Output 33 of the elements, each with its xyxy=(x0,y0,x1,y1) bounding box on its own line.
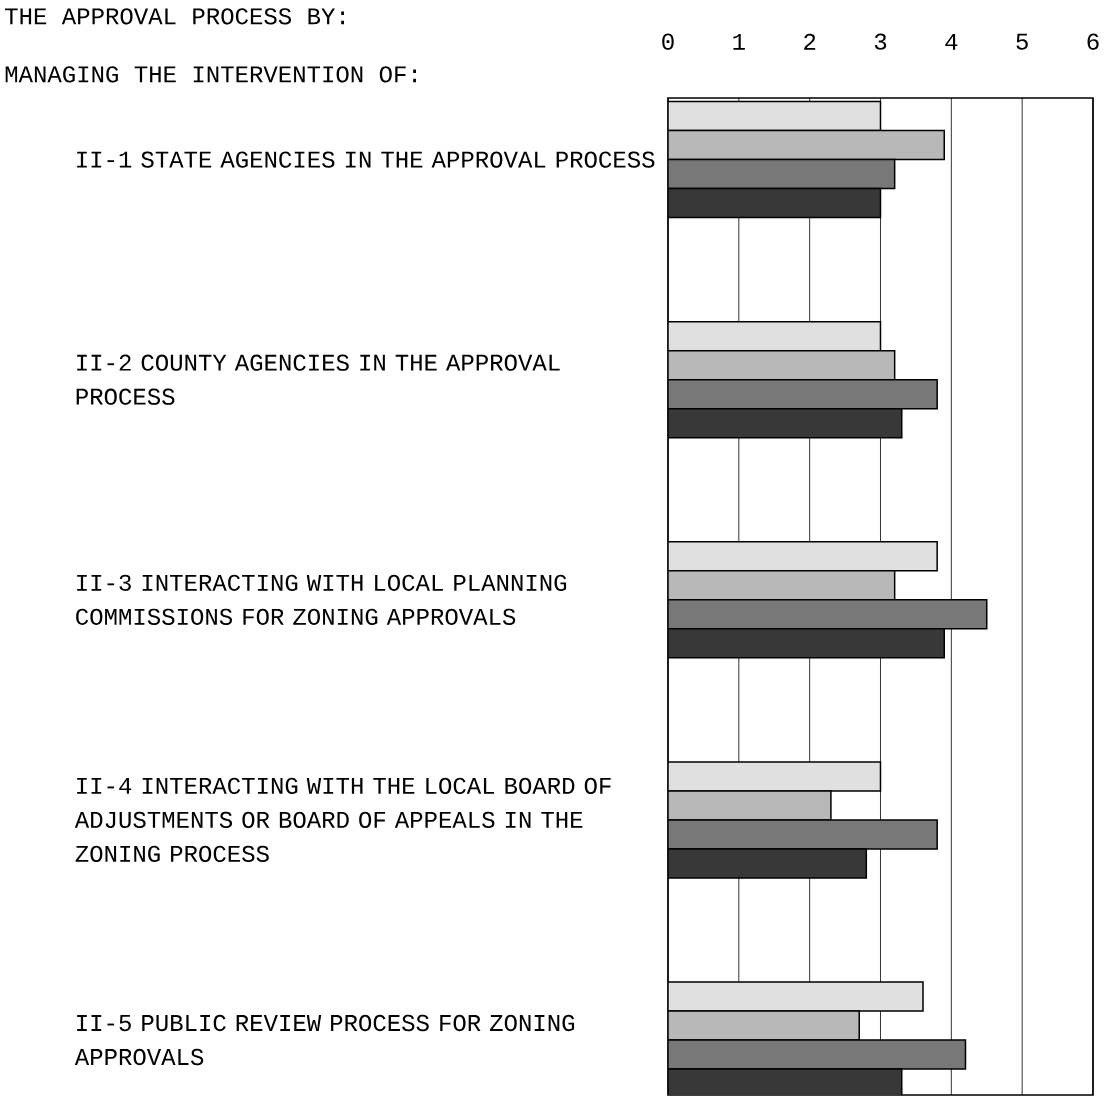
y-tick-label: II-2 COUNTY AGENCIES IN THE APPROVAL PROCESS xyxy=(76,354,560,405)
bar xyxy=(667,1010,860,1041)
x-tick-label: 3 xyxy=(874,33,887,50)
bar xyxy=(667,761,882,792)
x-tick-label: 2 xyxy=(804,33,816,50)
bar xyxy=(667,541,938,572)
bar xyxy=(667,819,938,850)
x-tick-label: 5 xyxy=(1016,33,1028,50)
y-tick-label: II-4 INTERACTING WITH THE LOCAL BOARD OF ADJUSTMENTS OR BOARD OF APPEALS IN THE ZONING PROCESS xyxy=(74,777,611,863)
bar xyxy=(667,790,832,821)
bar xyxy=(667,599,988,630)
x-tick-label: 1 xyxy=(733,33,745,50)
y-tick-label: II-5 PUBLIC REVIEW PROCESS FOR ZONING APPROVALS xyxy=(74,1014,575,1066)
bar xyxy=(667,100,882,132)
y-tick-label: II-3 INTERACTING WITH LOCAL PLANNING COMMISSIONS FOR ZONING APPROVALS xyxy=(76,574,567,625)
x-tick-label: 4 xyxy=(945,33,958,50)
bar xyxy=(667,378,938,410)
x-tick-label: 0 xyxy=(662,33,674,50)
bar xyxy=(667,407,903,439)
bar xyxy=(667,570,896,601)
bar xyxy=(667,320,882,352)
bar xyxy=(667,129,945,161)
text: THE APPROVAL PROCESS BY: xyxy=(5,8,344,25)
text: MANAGING THE INTERVENTION OF: xyxy=(5,66,416,83)
y-tick-label: II-1 STATE AGENCIES IN THE APPROVAL PROCESS xyxy=(77,151,655,168)
bar xyxy=(667,349,896,381)
bar xyxy=(667,628,945,659)
bar xyxy=(667,981,924,1012)
x-tick-label: 6 xyxy=(1087,33,1099,50)
bar xyxy=(667,848,868,879)
bar xyxy=(667,1039,967,1070)
bar xyxy=(667,187,882,219)
bar xyxy=(667,158,896,190)
